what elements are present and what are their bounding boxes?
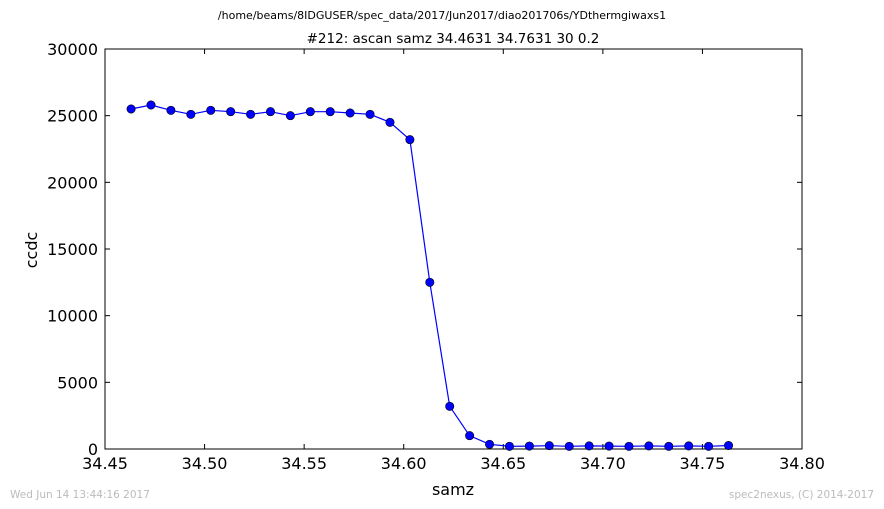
y-tick-label: 25000	[47, 107, 98, 126]
y-axis-label: ccdc	[22, 232, 41, 269]
data-point	[604, 441, 614, 451]
data-point	[564, 441, 574, 451]
data-point	[724, 441, 734, 451]
y-tick-label: 20000	[47, 173, 98, 192]
data-point	[385, 117, 395, 127]
data-point	[544, 441, 554, 451]
data-point	[365, 109, 375, 119]
data-point	[126, 104, 136, 114]
data-point	[265, 107, 275, 117]
data-point	[325, 107, 335, 117]
data-point	[226, 107, 236, 117]
x-tick-label: 34.45	[82, 454, 128, 473]
y-tick-label: 0	[88, 440, 98, 459]
data-point	[524, 441, 534, 451]
footer-credit: spec2nexus, (C) 2014-2017	[729, 489, 874, 501]
y-tick-label: 10000	[47, 307, 98, 326]
data-point	[345, 108, 355, 118]
data-point	[246, 109, 256, 119]
x-tick-label: 34.50	[182, 454, 228, 473]
plot-area: 34.45 34.50 34.55 34.60 34.65 34.70 34.75 34.80…	[47, 40, 825, 473]
x-tick-label: 34.65	[480, 454, 526, 473]
data-point	[624, 441, 634, 451]
data-point	[485, 439, 495, 449]
series-line	[130, 104, 729, 447]
x-tick-label: 34.70	[580, 454, 626, 473]
x-tick-label: 34.60	[381, 454, 427, 473]
footer-timestamp: Wed Jun 14 13:44:16 2017	[10, 489, 150, 501]
data-point	[644, 441, 654, 451]
x-tick-label: 34.55	[281, 454, 327, 473]
data-point	[664, 441, 674, 451]
data-point	[465, 431, 475, 441]
data-point	[285, 111, 295, 121]
data-point	[405, 135, 415, 145]
data-point	[684, 441, 694, 451]
chart-path-title: /home/beams/8IDGUSER/spec_data/2017/Jun2…	[218, 9, 666, 22]
data-point	[166, 105, 176, 115]
x-tick-label: 34.75	[680, 454, 726, 473]
data-point	[704, 441, 714, 451]
data-point	[305, 107, 315, 117]
data-point	[186, 109, 196, 119]
chart-title: #212: ascan samz 34.4631 34.7631 30 0.2	[307, 31, 600, 47]
data-point	[206, 105, 216, 115]
data-point	[445, 401, 455, 411]
data-point	[425, 277, 435, 287]
y-tick-label: 30000	[47, 40, 98, 59]
x-axis-label: samz	[432, 480, 474, 499]
data-point	[504, 441, 514, 451]
x-tick-label: 34.80	[779, 454, 825, 473]
data-point	[146, 100, 156, 110]
data-point	[584, 441, 594, 451]
y-tick-label: 15000	[47, 240, 98, 259]
y-tick-label: 5000	[57, 373, 98, 392]
